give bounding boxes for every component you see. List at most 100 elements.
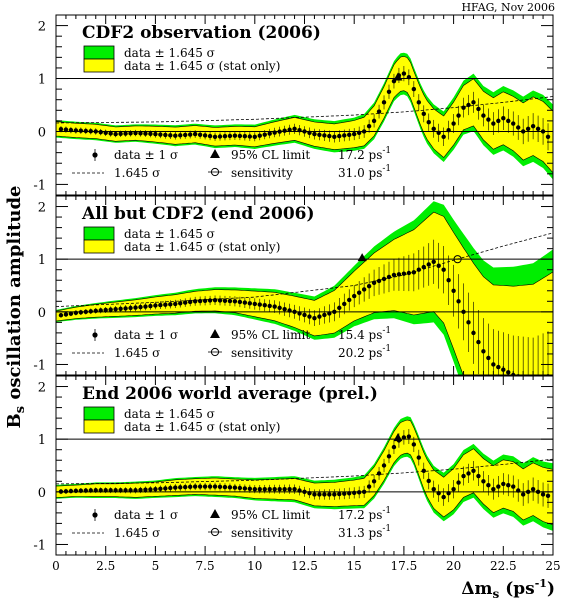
data-point bbox=[237, 485, 243, 491]
data-point bbox=[297, 488, 302, 493]
x-tick-label: 17.5 bbox=[391, 559, 418, 573]
x-tick-label: 22.5 bbox=[490, 559, 517, 573]
data-point bbox=[197, 132, 203, 137]
panel-title: CDF2 observation (2006) bbox=[82, 23, 321, 43]
legend-swatch-band-stat bbox=[83, 58, 115, 73]
data-point bbox=[381, 276, 387, 282]
data-point bbox=[322, 312, 327, 318]
data-point bbox=[73, 488, 79, 493]
data-point bbox=[143, 131, 148, 136]
data-point bbox=[103, 307, 108, 313]
data-point bbox=[371, 280, 377, 286]
data-point bbox=[297, 311, 302, 316]
data-point bbox=[192, 299, 198, 304]
data-point bbox=[262, 303, 267, 308]
data-point bbox=[118, 488, 123, 493]
x-tick-label: 2.5 bbox=[96, 559, 115, 573]
data-point bbox=[396, 272, 402, 277]
data-point bbox=[287, 127, 292, 132]
data-point bbox=[98, 129, 103, 135]
data-point bbox=[525, 489, 531, 495]
data-point bbox=[461, 105, 466, 110]
data-point bbox=[441, 494, 446, 500]
limit-value-exp: -1 bbox=[382, 326, 391, 336]
data-point bbox=[441, 267, 446, 272]
legend-label-band-full: data ± 1.645 σ bbox=[124, 46, 215, 60]
data-point bbox=[183, 132, 188, 138]
legend-label-band-full: data ± 1.645 σ bbox=[124, 407, 215, 421]
data-point bbox=[401, 71, 407, 76]
data-point bbox=[456, 113, 461, 118]
data-point bbox=[376, 109, 382, 114]
data-point bbox=[441, 134, 446, 139]
x-axis-title-sub: s bbox=[493, 587, 500, 601]
data-point bbox=[202, 133, 208, 138]
data-point bbox=[93, 308, 98, 313]
data-point bbox=[113, 131, 118, 137]
data-point bbox=[456, 480, 461, 485]
data-point bbox=[242, 486, 248, 491]
data-point bbox=[436, 263, 441, 268]
legend-label-limit: 95% CL limit bbox=[231, 328, 310, 342]
data-point bbox=[356, 490, 362, 495]
data-point bbox=[237, 299, 243, 305]
data-point bbox=[381, 100, 387, 105]
band-full-syst bbox=[56, 416, 553, 531]
data-point bbox=[168, 302, 173, 307]
data-point bbox=[471, 100, 476, 105]
legend-label-sensitivity: sensitivity bbox=[231, 526, 293, 540]
data-point bbox=[307, 490, 312, 496]
limit-value-exp: -1 bbox=[382, 146, 391, 156]
data-point bbox=[197, 484, 203, 489]
data-point bbox=[257, 486, 262, 492]
limit-marker bbox=[357, 253, 367, 262]
data-point bbox=[118, 131, 123, 137]
y-tick-label: 2 bbox=[38, 20, 46, 35]
data-point bbox=[356, 130, 362, 135]
data-point bbox=[322, 133, 327, 138]
data-point bbox=[153, 303, 158, 308]
data-point bbox=[282, 128, 287, 133]
data-point bbox=[446, 278, 451, 283]
data-point bbox=[178, 301, 183, 306]
data-point bbox=[103, 488, 108, 493]
data-point bbox=[491, 362, 496, 367]
sensitivity-value-exp: -1 bbox=[382, 524, 391, 534]
data-point bbox=[516, 125, 521, 130]
data-point bbox=[376, 278, 382, 284]
data-point bbox=[83, 128, 89, 134]
data-point bbox=[63, 489, 69, 494]
data-point bbox=[511, 121, 516, 126]
data-point bbox=[446, 127, 451, 133]
data-point bbox=[153, 486, 158, 492]
credit-label: HFAG, Nov 2006 bbox=[461, 1, 555, 14]
y-tick-label: 2 bbox=[38, 201, 46, 216]
data-point bbox=[222, 484, 228, 490]
y-axis-title-main: B bbox=[4, 413, 25, 428]
data-point bbox=[187, 132, 193, 137]
sensitivity-value-exp: -1 bbox=[382, 164, 391, 174]
data-point bbox=[327, 492, 332, 497]
x-axis-title-main: Δm bbox=[461, 579, 492, 599]
data-point bbox=[496, 118, 501, 124]
data-point bbox=[426, 120, 431, 125]
data-point bbox=[545, 134, 551, 139]
data-point bbox=[78, 488, 84, 493]
data-point bbox=[416, 455, 422, 460]
data-point bbox=[217, 298, 223, 303]
data-point bbox=[217, 134, 223, 139]
data-point bbox=[153, 131, 158, 137]
data-point bbox=[411, 442, 417, 447]
data-point bbox=[352, 131, 357, 137]
dashed-1645-sigma-line bbox=[56, 458, 553, 485]
data-point bbox=[401, 271, 407, 276]
data-point bbox=[113, 488, 118, 493]
x-tick-label: 20 bbox=[446, 559, 461, 573]
dashed-1645-sigma-line bbox=[56, 96, 553, 124]
data-point bbox=[173, 133, 178, 138]
data-point bbox=[416, 267, 422, 272]
data-point bbox=[391, 272, 397, 278]
data-point bbox=[416, 100, 422, 105]
data-point bbox=[317, 492, 322, 497]
